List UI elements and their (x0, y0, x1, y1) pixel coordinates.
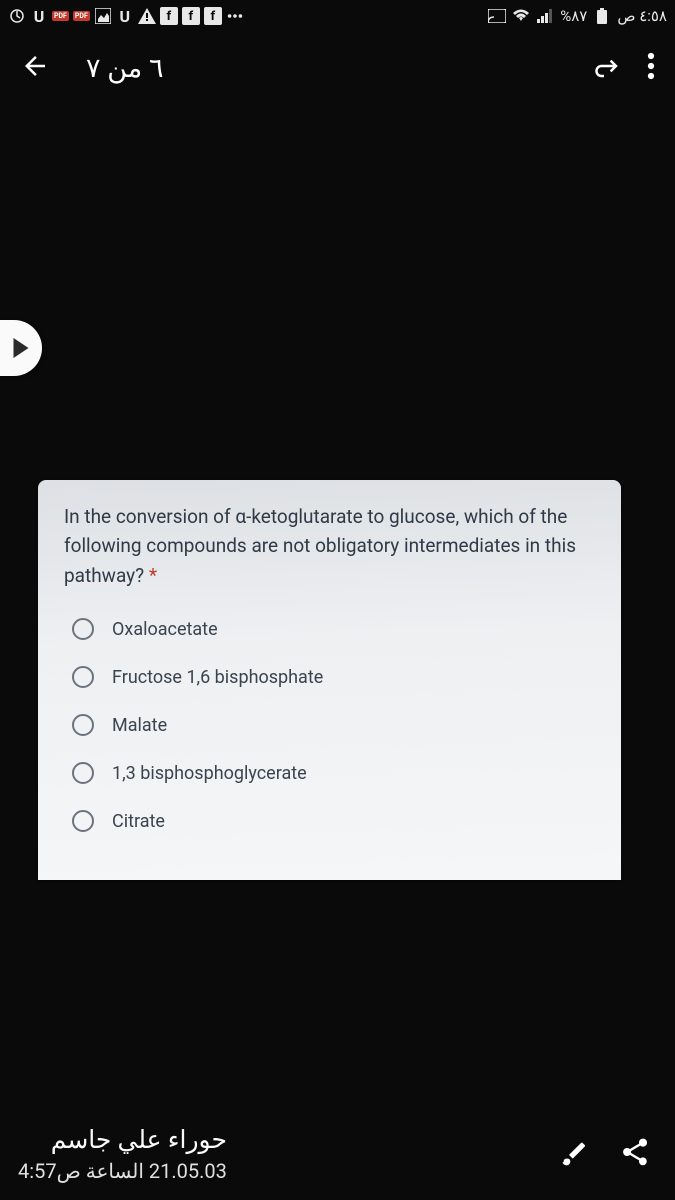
question-card: In the conversion of α-ketoglutarate to … (38, 480, 621, 880)
warning-icon (138, 7, 156, 25)
sender-name: حوراء علي جاسم (18, 1125, 227, 1155)
udemy-icon: U (30, 7, 48, 25)
option-row[interactable]: 1,3 bisphosphoglycerate (72, 762, 595, 784)
back-icon[interactable] (20, 51, 50, 85)
radio-icon[interactable] (72, 714, 94, 736)
option-label: Malate (112, 715, 167, 736)
screenshot-icon (94, 7, 112, 25)
status-time: ٤:٥٨ ص (617, 7, 667, 25)
radio-icon[interactable] (72, 618, 94, 640)
redo-icon[interactable] (589, 51, 619, 85)
app-bar: ٦ من ٧ (0, 32, 675, 104)
signal-icon (536, 7, 554, 25)
option-label: Citrate (112, 811, 165, 832)
status-bar: ٤:٥٨ ص ٨٧% f f f U PDF PDF U (0, 0, 675, 32)
option-label: Oxaloacetate (112, 619, 218, 640)
facebook-icon: f (204, 7, 222, 25)
question-text: In the conversion of α-ketoglutarate to … (64, 502, 595, 590)
radio-icon[interactable] (72, 762, 94, 784)
option-row[interactable]: Malate (72, 714, 595, 736)
options-list: Oxaloacetate Fructose 1,6 bisphosphate M… (64, 618, 595, 832)
play-fab[interactable] (0, 320, 42, 376)
cast-icon (488, 7, 506, 25)
required-marker: * (149, 564, 157, 587)
battery-percent: ٨٧% (560, 7, 587, 25)
facebook-icon: f (160, 7, 178, 25)
pdf-icon: PDF (52, 11, 69, 21)
radio-icon[interactable] (72, 810, 94, 832)
play-icon (12, 338, 30, 358)
more-icon[interactable] (647, 51, 655, 85)
sender-timestamp: 21.05.03 الساعة ص4:57 (18, 1159, 227, 1183)
share-icon[interactable] (619, 1136, 651, 1172)
radio-icon[interactable] (72, 666, 94, 688)
facebook-icon: f (182, 7, 200, 25)
overflow-icon (226, 7, 244, 25)
brush-icon[interactable] (557, 1136, 589, 1172)
bottom-bar: حوراء علي جاسم 21.05.03 الساعة ص4:57 (0, 1108, 675, 1200)
battery-icon (593, 7, 611, 25)
option-label: Fructose 1,6 bisphosphate (112, 667, 323, 688)
sync-icon (8, 7, 26, 25)
option-row[interactable]: Fructose 1,6 bisphosphate (72, 666, 595, 688)
option-row[interactable]: Oxaloacetate (72, 618, 595, 640)
page-counter: ٦ من ٧ (86, 52, 163, 84)
option-label: 1,3 bisphosphoglycerate (112, 763, 307, 784)
pdf-icon: PDF (73, 11, 90, 21)
wifi-icon (512, 7, 530, 25)
option-row[interactable]: Citrate (72, 810, 595, 832)
udemy-icon: U (116, 7, 134, 25)
